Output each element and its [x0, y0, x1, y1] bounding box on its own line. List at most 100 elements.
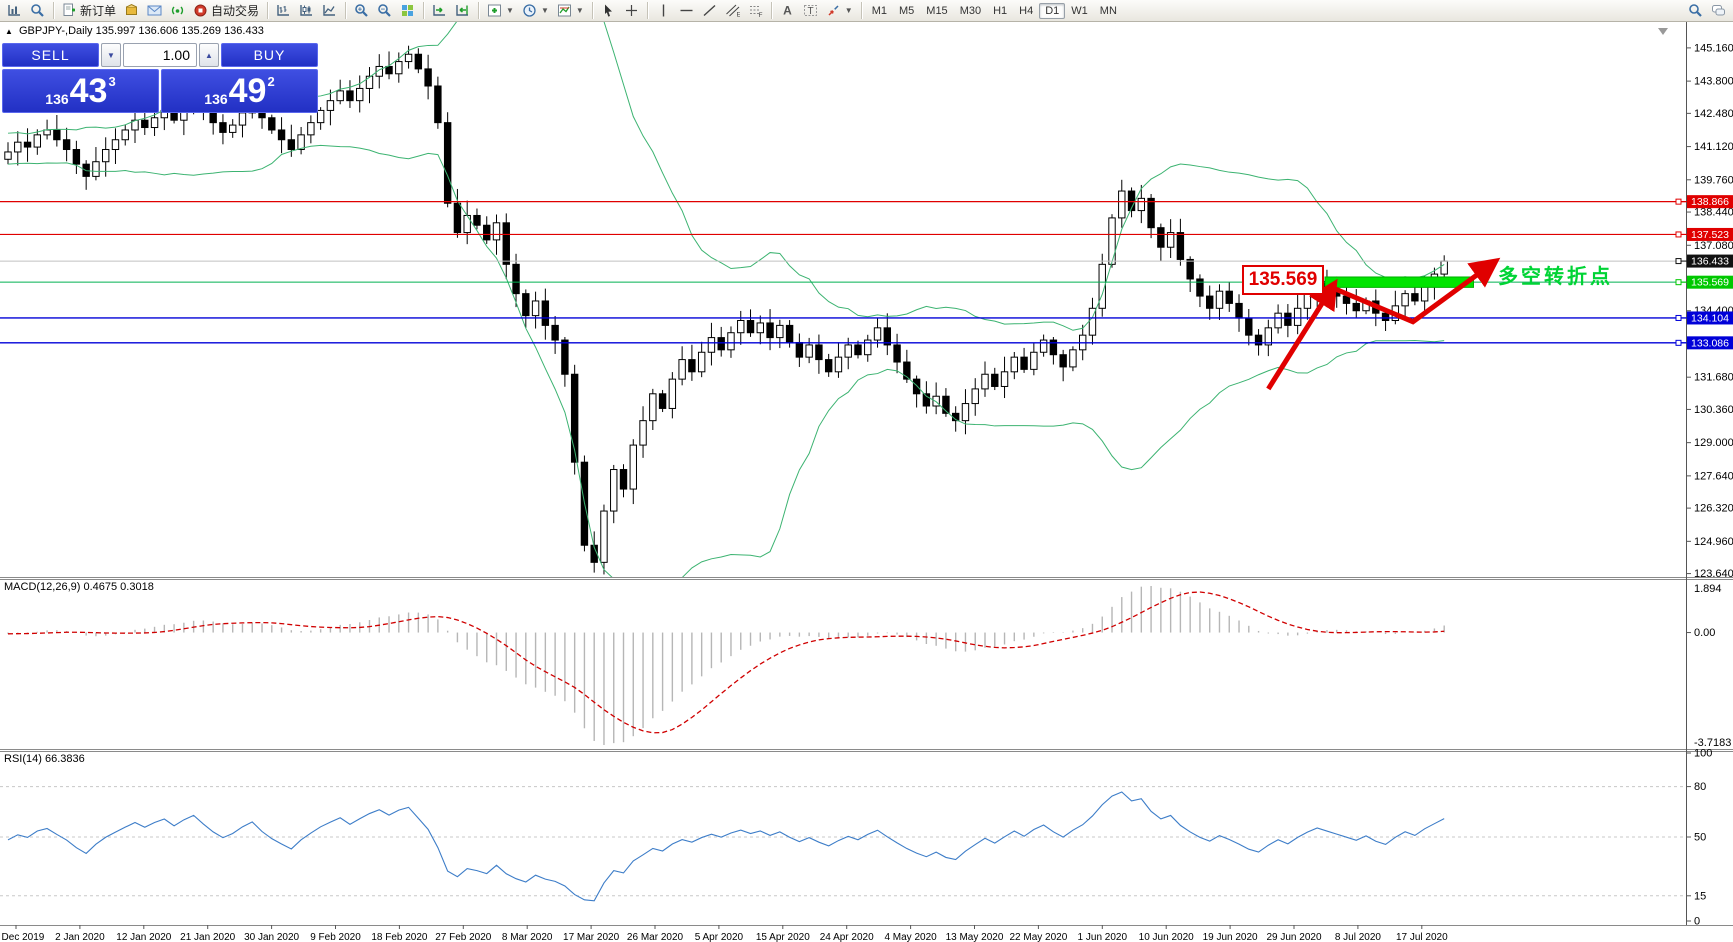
- zoom-in-icon[interactable]: +: [350, 0, 373, 21]
- buy-price-pips: 49: [228, 72, 267, 110]
- vline-icon[interactable]: [652, 0, 675, 21]
- new-order-button[interactable]: 新订单: [58, 0, 120, 21]
- date-axis[interactable]: 24 Dec 2019 2 Jan 2020 12 Jan 2020 21 Jan 2…: [0, 925, 1448, 942]
- svg-text:30 Jan 2020: 30 Jan 2020: [244, 932, 299, 942]
- svg-text:15: 15: [1694, 890, 1706, 902]
- svg-text:18 Feb 2020: 18 Feb 2020: [371, 932, 428, 942]
- volume-input[interactable]: 1.00: [123, 43, 197, 67]
- window-menu-icon[interactable]: ▲: [5, 27, 13, 36]
- chart-shift-marker: [1658, 28, 1668, 35]
- svg-text:13 May 2020: 13 May 2020: [946, 932, 1004, 942]
- periods-icon[interactable]: ▼: [518, 0, 553, 21]
- timeframe-h1-button[interactable]: H1: [993, 4, 1008, 17]
- chat-icon[interactable]: [1707, 0, 1730, 21]
- toolbar-separator: [478, 2, 480, 19]
- tile-windows-icon[interactable]: [396, 0, 419, 21]
- timeframe-m5-button[interactable]: M5: [899, 4, 915, 17]
- data-window-icon[interactable]: [143, 0, 166, 21]
- svg-text:138.440: 138.440: [1694, 207, 1733, 219]
- svg-text:−: −: [381, 5, 386, 14]
- search-icon[interactable]: [1684, 0, 1707, 21]
- svg-text:137.080: 137.080: [1694, 240, 1733, 252]
- sell-quote-button[interactable]: 136 43 3: [2, 69, 159, 113]
- svg-text:8 Mar 2020: 8 Mar 2020: [502, 932, 553, 942]
- timeframe-d1-button[interactable]: D1: [1039, 2, 1066, 19]
- market-watch-icon[interactable]: [120, 0, 143, 21]
- timeframe-m1-button[interactable]: M1: [871, 4, 887, 17]
- chart-shift-icon[interactable]: [451, 0, 474, 21]
- svg-text:27 Feb 2020: 27 Feb 2020: [435, 932, 492, 942]
- turning-point-annotation[interactable]: 多空转折点: [1498, 266, 1613, 288]
- sell-price-point: 3: [108, 74, 116, 89]
- svg-text:123.640: 123.640: [1694, 568, 1733, 580]
- svg-text:143.800: 143.800: [1694, 76, 1733, 88]
- svg-text:29 Jun 2020: 29 Jun 2020: [1266, 932, 1321, 942]
- buy-quote-button[interactable]: 136 49 2: [161, 69, 318, 113]
- svg-text:1.894: 1.894: [1694, 583, 1722, 595]
- svg-text:0: 0: [1694, 916, 1700, 928]
- svg-text:E: E: [736, 12, 740, 19]
- price-axis[interactable]: 145.160 143.800 142.480 141.120 139.760 138.4…: [1675, 42, 1733, 928]
- svg-text:F: F: [758, 12, 762, 18]
- svg-text:139.760: 139.760: [1694, 174, 1733, 186]
- svg-text:24 Apr 2020: 24 Apr 2020: [820, 932, 874, 942]
- toolbar: 新订单 自动交易 + − ▼ ▼ ▼ E F A T ▼ M1 M5 M15 M30 H1 H4 D1 W1 MN: [0, 0, 1733, 22]
- svg-text:130.360: 130.360: [1694, 404, 1733, 416]
- chart-candles-icon[interactable]: [295, 0, 318, 21]
- indicators-icon[interactable]: ▼: [483, 0, 518, 21]
- svg-text:A: A: [783, 4, 792, 18]
- autotrading-button[interactable]: 自动交易: [189, 0, 263, 21]
- chart-line-icon[interactable]: [318, 0, 341, 21]
- svg-text:50: 50: [1694, 832, 1706, 844]
- chart-window-title: ▲ GBPJPY-,Daily 135.997 136.606 135.269 …: [5, 25, 264, 37]
- one-click-trading-panel: SELL ▼ 1.00 ▲ BUY 136 43 3 136 49 2: [2, 43, 320, 115]
- chart-canvas[interactable]: 145.160 143.800 142.480 141.120 139.760 138.4…: [0, 22, 1733, 942]
- fibonacci-icon[interactable]: F: [744, 0, 767, 21]
- text-icon[interactable]: A: [776, 0, 799, 21]
- svg-text:17 Mar 2020: 17 Mar 2020: [563, 932, 620, 942]
- svg-text:4 May 2020: 4 May 2020: [884, 932, 937, 942]
- svg-text:145.160: 145.160: [1694, 42, 1733, 54]
- price-annotation-box[interactable]: 135.569: [1242, 265, 1324, 295]
- candles: [4, 45, 1448, 575]
- svg-text:10 Jun 2020: 10 Jun 2020: [1139, 932, 1194, 942]
- svg-text:129.000: 129.000: [1694, 437, 1733, 449]
- cursor-icon[interactable]: [597, 0, 620, 21]
- svg-text:-3.7183: -3.7183: [1694, 737, 1731, 749]
- svg-text:12 Jan 2020: 12 Jan 2020: [116, 932, 171, 942]
- trendline-icon[interactable]: [698, 0, 721, 21]
- toolbar-separator: [267, 2, 269, 19]
- annotation-objects[interactable]: [1266, 257, 1501, 391]
- crosshair-icon[interactable]: [620, 0, 643, 21]
- chart-bars-icon[interactable]: [272, 0, 295, 21]
- toolbar-separator: [345, 2, 347, 19]
- timeframe-h4-button[interactable]: H4: [1019, 4, 1034, 17]
- buy-button[interactable]: BUY: [221, 43, 318, 67]
- svg-text:8 Jul 2020: 8 Jul 2020: [1335, 932, 1382, 942]
- profiles-icon[interactable]: [26, 0, 49, 21]
- timeframe-mn-button[interactable]: MN: [1099, 4, 1117, 17]
- horizontal-level-lines[interactable]: [0, 201, 1686, 344]
- navigator-icon[interactable]: [166, 0, 189, 21]
- timeframe-m15-button[interactable]: M15: [926, 4, 948, 17]
- timeframe-w1-button[interactable]: W1: [1071, 4, 1088, 17]
- svg-text:22 May 2020: 22 May 2020: [1009, 932, 1067, 942]
- svg-text:21 Jan 2020: 21 Jan 2020: [180, 932, 235, 942]
- svg-text:138.866: 138.866: [1691, 196, 1729, 208]
- arrows-icon[interactable]: ▼: [822, 0, 857, 21]
- zoom-out-icon[interactable]: −: [373, 0, 396, 21]
- templates-icon[interactable]: ▼: [553, 0, 588, 21]
- text-label-icon[interactable]: T: [799, 0, 822, 21]
- timeframe-m30-button[interactable]: M30: [959, 4, 982, 17]
- svg-text:134.104: 134.104: [1691, 312, 1729, 324]
- sell-button[interactable]: SELL: [2, 43, 99, 67]
- new-chart-icon[interactable]: [3, 0, 26, 21]
- hline-icon[interactable]: [675, 0, 698, 21]
- rsi-pane: [0, 786, 1686, 902]
- volume-increase-button[interactable]: ▲: [199, 43, 219, 67]
- auto-scroll-icon[interactable]: [428, 0, 451, 21]
- channel-icon[interactable]: E: [721, 0, 744, 21]
- volume-decrease-button[interactable]: ▼: [101, 43, 121, 67]
- toolbar-separator: [423, 2, 425, 19]
- svg-text:0.00: 0.00: [1694, 627, 1715, 639]
